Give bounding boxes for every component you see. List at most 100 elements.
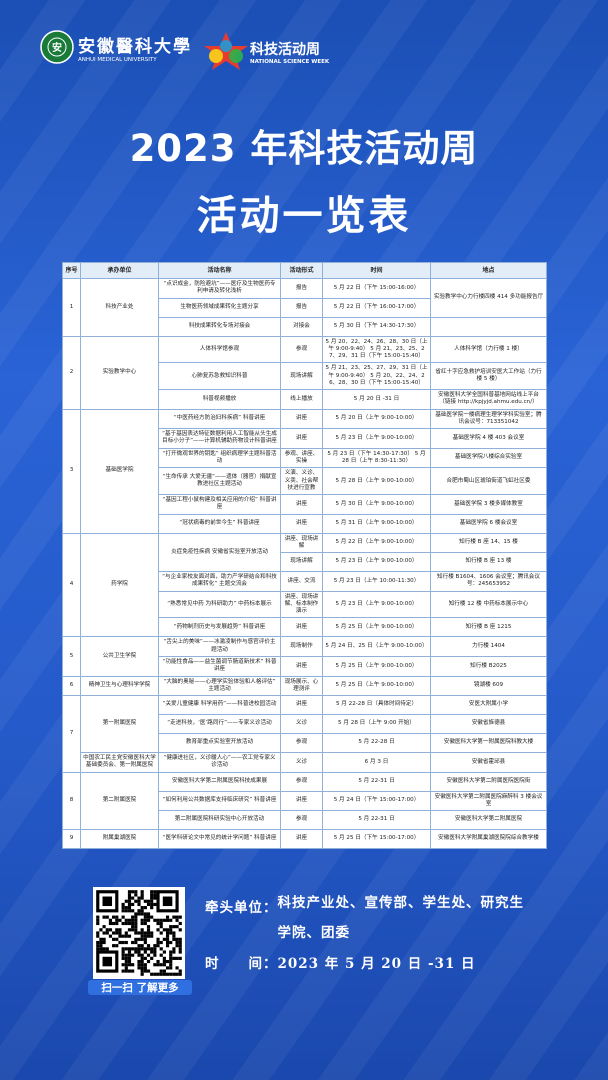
qr-module xyxy=(131,902,135,907)
activity-place: 镜湖楼 609 xyxy=(430,675,547,697)
lead-label: 牵头单位： xyxy=(205,900,278,916)
qr-module xyxy=(146,925,151,929)
qr-module xyxy=(165,934,170,938)
activity-form: 义诊 xyxy=(280,752,323,773)
qr-module xyxy=(146,928,151,932)
qr-module xyxy=(159,947,163,951)
qr-module xyxy=(178,950,182,954)
activity-time: 5 月 22 日（上午 9:00-10:00） xyxy=(322,532,431,554)
qr-module xyxy=(118,940,122,945)
qr-module xyxy=(127,950,132,954)
table-row: 科技成果转化专场对接会 对接会 5 月 30 日（下午 14:30-17:30） xyxy=(63,316,547,337)
activity-place: 基础医学院 3 楼多媒体教室 xyxy=(430,494,547,515)
qr-module xyxy=(121,953,125,957)
qr-module xyxy=(108,934,113,938)
qr-module xyxy=(169,928,173,932)
qr-module xyxy=(143,956,147,960)
qr-module xyxy=(159,972,163,976)
qr-module xyxy=(115,928,119,932)
activity-place: 基础医学院八楼综合实验室 xyxy=(430,447,547,469)
activity-time: 5 月 22 日（下午 15:00-16:00） xyxy=(322,278,431,299)
qr-module xyxy=(102,937,106,941)
qr-module xyxy=(153,918,157,922)
qr-module xyxy=(134,937,138,941)
qr-module xyxy=(134,899,138,903)
activity-form: 讲座、现场讲解 xyxy=(280,532,323,554)
qr-module xyxy=(175,940,179,945)
table-row: “基于基因表达特征数据利用人工智能从头生成目标小分子”——计算机辅助药物设计科普… xyxy=(63,428,547,449)
qr-module xyxy=(165,928,170,932)
qr-module xyxy=(150,931,154,935)
table-row: 教育部重点实验室开放活动 参观 5 月 22-28 日安徽医科大学第一附属医院科教大… xyxy=(63,733,547,754)
qr-module xyxy=(96,931,100,935)
qr-module xyxy=(131,896,135,900)
activity-time: 5 月 24 日（下午 15:00-17:00） xyxy=(322,790,431,812)
group-number: 4 xyxy=(62,532,81,638)
activity-time: 6 月 3 日 xyxy=(322,752,431,773)
qr-module xyxy=(140,966,144,970)
qr-module xyxy=(140,928,144,932)
qr-module xyxy=(178,937,182,941)
host-unit: 科技产业处 xyxy=(80,278,159,337)
qr-module xyxy=(146,944,151,948)
qr-module xyxy=(131,909,135,913)
qr-module xyxy=(159,940,163,945)
activity-time: 5 月 30 日（上午 9:00-10:00） xyxy=(322,494,431,515)
activity-name: “关爱儿童健康 科学用药”——科普进校园活动 xyxy=(158,695,281,716)
qr-module xyxy=(143,940,147,945)
qr-module xyxy=(169,972,173,976)
qr-module xyxy=(108,928,113,932)
qr-module xyxy=(124,947,128,951)
qr-module xyxy=(165,959,170,964)
qr-module xyxy=(115,921,119,926)
activity-name: “大脑的奥秘——心理学实验体验和人格评估” 主题活动 xyxy=(158,675,281,697)
host-unit: 第一附属医院 xyxy=(80,695,159,754)
activity-place: 省红十字应急救护培训安医大工作站（力行楼 5 楼） xyxy=(430,362,547,391)
table-row: 中国农工民主党安徽医科大学基础委员会、第一附属医院 “健康进社区，义诊暖人心”——… xyxy=(63,752,547,773)
qr-module xyxy=(134,921,138,926)
table-row: “功能性食品——益生菌调节肠道新技术” 科普讲座 讲座 5 月 25 日（上午 9:… xyxy=(63,655,547,677)
qr-module xyxy=(140,972,144,976)
qr-module xyxy=(99,937,103,941)
qr-module xyxy=(146,969,151,973)
qr-module xyxy=(102,940,106,945)
qr-module xyxy=(175,944,179,948)
activity-name: “冠状病毒的前世今生” 科普讲座 xyxy=(158,513,281,534)
activity-form: 义诊 xyxy=(280,714,323,735)
activity-form: 讲座 xyxy=(280,408,323,430)
activity-form: 参观 xyxy=(280,810,323,831)
qr-module xyxy=(134,915,138,919)
qr-module xyxy=(131,918,135,922)
activity-place: 知行楼 12 楼 中药标本展示中心 xyxy=(430,590,547,619)
activity-place xyxy=(430,316,547,337)
week-emblem xyxy=(204,32,248,70)
qr-module xyxy=(162,896,173,907)
qr-module xyxy=(115,944,119,948)
qr-module xyxy=(146,918,151,922)
qr-module xyxy=(165,931,170,935)
qr-module xyxy=(127,906,132,910)
qr-module xyxy=(102,931,106,935)
activity-time: 5 月 25 日（上午 9:00-10:00） xyxy=(322,655,431,677)
host-unit: 附属巢湖医院 xyxy=(80,829,159,850)
qr-module xyxy=(140,896,144,900)
qr-module xyxy=(137,896,141,900)
qr-module xyxy=(178,972,182,976)
activity-form: 讲座 xyxy=(280,617,323,638)
qr-module xyxy=(121,921,125,926)
activity-time: 5 月 23 日（上午 9:00-10:00） xyxy=(322,590,431,619)
qr-module xyxy=(178,956,182,960)
activity-place: 安医大附属小学 xyxy=(430,695,547,716)
qr-module xyxy=(124,921,128,926)
qr-module xyxy=(137,959,141,964)
activity-form: 现场制作 xyxy=(280,636,323,657)
qr-module xyxy=(146,947,151,951)
qr-module xyxy=(150,906,154,910)
qr-module xyxy=(137,937,141,941)
activity-form: 讲座 xyxy=(280,513,323,534)
qr-module xyxy=(156,921,160,926)
qr-module xyxy=(134,931,138,935)
qr-module xyxy=(172,972,176,976)
activity-place: 安徽医科大学第二附属医院医院街 xyxy=(430,771,547,792)
host-unit: 基础医学院 xyxy=(80,408,159,534)
